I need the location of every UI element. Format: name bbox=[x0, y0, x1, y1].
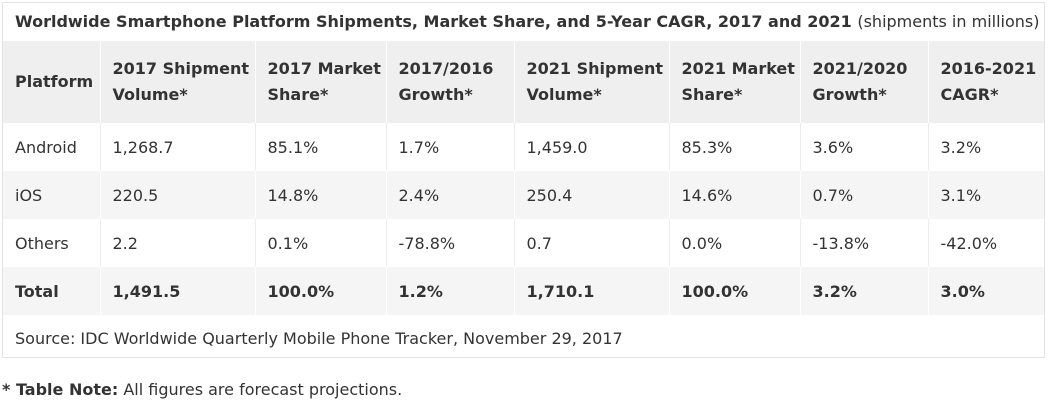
cell-2021-2020-growth: -13.8% bbox=[799, 219, 928, 267]
cell-2017-market-share: 14.8% bbox=[254, 171, 386, 219]
table-note-text: All figures are forecast projections. bbox=[118, 380, 403, 399]
header-2017-market-share: 2017 Market Share* bbox=[254, 41, 386, 123]
cell-2016-2021-cagr: 3.2% bbox=[927, 123, 1044, 171]
header-2021-2020-growth: 2021/2020 Growth* bbox=[799, 41, 928, 123]
cell-2017-market-share: 100.0% bbox=[254, 267, 386, 315]
table-title-main: Worldwide Smartphone Platform Shipments,… bbox=[15, 12, 852, 31]
cell-2017-shipment-volume: 1,491.5 bbox=[99, 267, 255, 315]
cell-2017-2016-growth: 1.7% bbox=[385, 123, 514, 171]
table-title: Worldwide Smartphone Platform Shipments,… bbox=[3, 3, 1044, 41]
cell-2017-2016-growth: 1.2% bbox=[385, 267, 514, 315]
cell-platform: Total bbox=[15, 281, 59, 301]
cell-2017-shipment-volume: 1,268.7 bbox=[99, 123, 255, 171]
cell-2016-2021-cagr: 3.0% bbox=[927, 267, 1044, 315]
table-container: Worldwide Smartphone Platform Shipments,… bbox=[2, 2, 1045, 358]
header-2017-2016-growth: 2017/2016 Growth* bbox=[385, 41, 514, 123]
header-2016-2021-cagr: 2016-2021 CAGR* bbox=[927, 41, 1044, 123]
cell-2017-2016-growth: 2.4% bbox=[385, 171, 514, 219]
cell-platform: Android bbox=[15, 137, 77, 157]
cell-2021-market-share: 14.6% bbox=[668, 171, 800, 219]
cell-2021-shipment-volume: 1,710.1 bbox=[513, 267, 669, 315]
cell-2016-2021-cagr: 3.1% bbox=[927, 171, 1044, 219]
cell-2021-shipment-volume: 0.7 bbox=[513, 219, 669, 267]
table-title-suffix: (shipments in millions) bbox=[857, 12, 1040, 31]
cell-platform: iOS bbox=[15, 185, 43, 205]
table-row-total: Total 1,491.5 100.0% 1.2% 1,710.1 100.0%… bbox=[3, 267, 1044, 315]
source-row: Source: IDC Worldwide Quarterly Mobile P… bbox=[3, 315, 1044, 361]
table-row-ios: iOS 220.5 14.8% 2.4% 250.4 14.6% 0.7% 3.… bbox=[3, 171, 1044, 219]
table-note-label: * Table Note: bbox=[2, 380, 119, 399]
cell-2021-shipment-volume: 250.4 bbox=[513, 171, 669, 219]
header-2021-shipment-volume: 2021 Shipment Volume* bbox=[513, 41, 669, 123]
cell-2021-market-share: 85.3% bbox=[668, 123, 800, 171]
cell-2017-shipment-volume: 2.2 bbox=[99, 219, 255, 267]
cell-2017-market-share: 0.1% bbox=[254, 219, 386, 267]
cell-2017-2016-growth: -78.8% bbox=[385, 219, 514, 267]
cell-2021-market-share: 0.0% bbox=[668, 219, 800, 267]
cell-platform: Others bbox=[15, 233, 69, 253]
cell-2021-2020-growth: 3.2% bbox=[799, 267, 928, 315]
cell-2017-market-share: 85.1% bbox=[254, 123, 386, 171]
header-row: Platform 2017 Shipment Volume* 2017 Mark… bbox=[3, 41, 1044, 123]
header-platform: Platform bbox=[15, 72, 94, 91]
header-2017-shipment-volume: 2017 Shipment Volume* bbox=[99, 41, 255, 123]
cell-2021-market-share: 100.0% bbox=[668, 267, 800, 315]
cell-2017-shipment-volume: 220.5 bbox=[99, 171, 255, 219]
header-2021-market-share: 2021 Market Share* bbox=[668, 41, 800, 123]
cell-2021-2020-growth: 0.7% bbox=[799, 171, 928, 219]
shipments-table: Platform 2017 Shipment Volume* 2017 Mark… bbox=[3, 41, 1044, 361]
cell-2021-shipment-volume: 1,459.0 bbox=[513, 123, 669, 171]
cell-2021-2020-growth: 3.6% bbox=[799, 123, 928, 171]
table-source: Source: IDC Worldwide Quarterly Mobile P… bbox=[15, 328, 623, 348]
cell-2016-2021-cagr: -42.0% bbox=[927, 219, 1044, 267]
table-note: * Table Note: All figures are forecast p… bbox=[2, 380, 402, 399]
table-row-android: Android 1,268.7 85.1% 1.7% 1,459.0 85.3%… bbox=[3, 123, 1044, 171]
table-row-others: Others 2.2 0.1% -78.8% 0.7 0.0% -13.8% -… bbox=[3, 219, 1044, 267]
